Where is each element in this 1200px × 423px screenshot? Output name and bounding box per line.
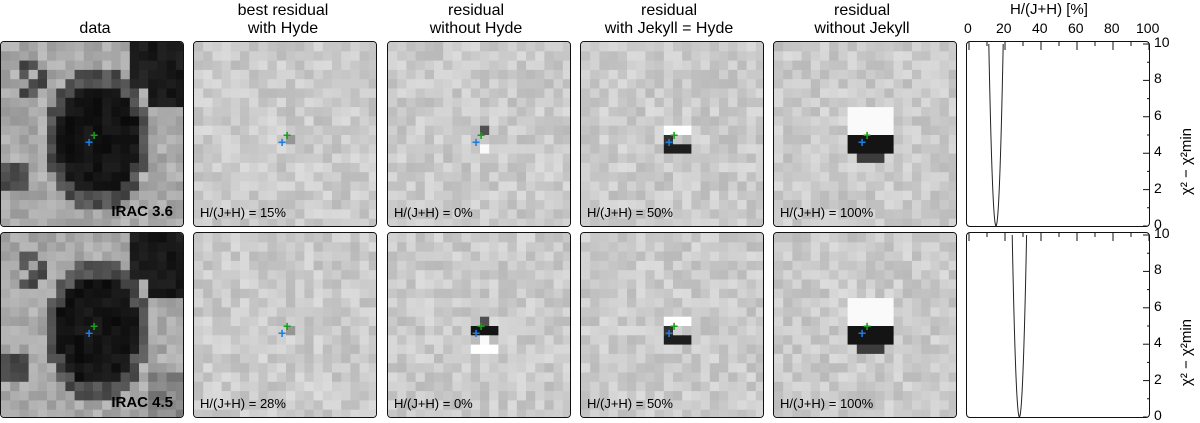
hyde-fraction-label: H/(J+H) = 0% — [394, 396, 473, 411]
residual-image-panel: + + H/(J+H) = 28% — [193, 232, 377, 418]
chi-y-tick-label: 8 — [1154, 261, 1162, 278]
green-position-marker: + — [90, 127, 99, 143]
residual-image-panel: + + H/(J+H) = 100% — [773, 41, 957, 227]
blue-position-marker: + — [278, 134, 287, 150]
chi-x-tick-label: 100 — [1136, 20, 1160, 36]
chi-y-tick-label: 8 — [1154, 70, 1162, 87]
green-position-marker: + — [670, 318, 679, 334]
column-title-residual-without-jekyll: residual without Jekyll — [767, 2, 957, 38]
chi-y-tick-label: 0 — [1154, 216, 1162, 232]
blue-position-marker: + — [472, 134, 481, 150]
chi-y-axis-title-text: χ² − χ²min — [1178, 127, 1195, 195]
chi-x-tick-label: 0 — [964, 20, 972, 36]
hyde-fraction-label: H/(J+H) = 15% — [200, 205, 286, 220]
band-label: IRAC 3.6 — [111, 203, 173, 220]
band-label: IRAC 4.5 — [111, 394, 173, 411]
chi-y-tick-label: 6 — [1154, 297, 1162, 314]
chi-y-tick-label: 4 — [1154, 334, 1162, 351]
chi-square-curve — [1011, 234, 1028, 417]
blue-position-marker: + — [665, 325, 674, 341]
chi-square-curve-svg — [968, 233, 1149, 417]
column-title-line: residual — [640, 2, 698, 19]
green-position-marker: + — [863, 127, 872, 143]
chi-square-curve — [988, 43, 1004, 226]
chi-y-tick-label: 2 — [1154, 179, 1162, 196]
data-image-panel: + + IRAC 3.6 — [0, 41, 184, 227]
hyde-fraction-label: H/(J+H) = 28% — [200, 396, 286, 411]
green-position-marker: + — [477, 318, 486, 334]
hyde-fraction-label: H/(J+H) = 100% — [780, 396, 874, 411]
residual-image-panel: + + H/(J+H) = 0% — [387, 41, 571, 227]
column-title-residual-jekyll-hyde: residual with Jekyll = Hyde — [574, 2, 764, 38]
hyde-fraction-label: H/(J+H) = 50% — [587, 205, 673, 220]
hyde-fraction-label: H/(J+H) = 50% — [587, 396, 673, 411]
chi-y-tick-label: 10 — [1154, 225, 1170, 241]
residual-image-panel: + + H/(J+H) = 50% — [580, 41, 764, 227]
residual-image-panel: + + H/(J+H) = 100% — [773, 232, 957, 418]
chi-y-tick-label: 10 — [1154, 34, 1170, 50]
hyde-fraction-label: H/(J+H) = 100% — [780, 205, 874, 220]
green-position-marker: + — [477, 127, 486, 143]
green-position-marker: + — [283, 127, 292, 143]
column-title-line: best residual — [237, 2, 329, 19]
column-title-line: data — [79, 20, 111, 37]
column-title-line: with Hyde — [247, 20, 319, 37]
column-title-line: with Jekyll = Hyde — [604, 20, 734, 37]
chi-y-tick-label: 2 — [1154, 370, 1162, 387]
chi-y-axis-title-bottom: χ² − χ²min — [1178, 319, 1195, 386]
green-position-marker: + — [863, 318, 872, 334]
residual-image-panel: + + H/(J+H) = 50% — [580, 232, 764, 418]
chi-y-tick-label: 6 — [1154, 106, 1162, 123]
chi-x-tick-label: 60 — [1068, 20, 1084, 36]
chi-x-tick-label: 80 — [1104, 20, 1120, 36]
green-position-marker: + — [90, 318, 99, 334]
blue-position-marker: + — [858, 325, 867, 341]
blue-position-marker: + — [665, 134, 674, 150]
chi-square-curve-svg — [968, 42, 1149, 226]
residual-image-panel: + + H/(J+H) = 0% — [387, 232, 571, 418]
chi-y-axis-title-text: χ² − χ²min — [1178, 318, 1195, 386]
green-position-marker: + — [670, 127, 679, 143]
blue-position-marker: + — [85, 134, 94, 150]
chi-square-plot-irac36 — [966, 41, 1150, 227]
chi-x-tick-label: 40 — [1032, 20, 1048, 36]
chi-y-tick-label: 4 — [1154, 143, 1162, 160]
column-title-best-residual: best residual with Hyde — [188, 2, 378, 38]
blue-position-marker: + — [858, 134, 867, 150]
residual-image-panel: + + H/(J+H) = 15% — [193, 41, 377, 227]
data-image-panel: + + IRAC 4.5 — [0, 232, 184, 418]
chi-y-tick-label: 0 — [1154, 407, 1162, 423]
green-position-marker: + — [283, 318, 292, 334]
chi-x-axis-title: H/(J+H) [%] — [1010, 1, 1088, 18]
hyde-fraction-label: H/(J+H) = 0% — [394, 205, 473, 220]
column-title-residual-without-hyde: residual without Hyde — [381, 2, 571, 38]
column-title-line: residual — [833, 2, 891, 19]
blue-position-marker: + — [278, 325, 287, 341]
column-title-data: data — [0, 20, 190, 38]
blue-position-marker: + — [85, 325, 94, 341]
column-title-line: without Hyde — [429, 20, 523, 37]
column-title-line: without Jekyll — [814, 20, 910, 37]
chi-square-plot-irac45 — [966, 232, 1150, 418]
blue-position-marker: + — [472, 325, 481, 341]
chi-y-axis-title-top: χ² − χ²min — [1178, 128, 1195, 195]
column-title-line: residual — [447, 2, 505, 19]
chi-x-tick-label: 20 — [996, 20, 1012, 36]
